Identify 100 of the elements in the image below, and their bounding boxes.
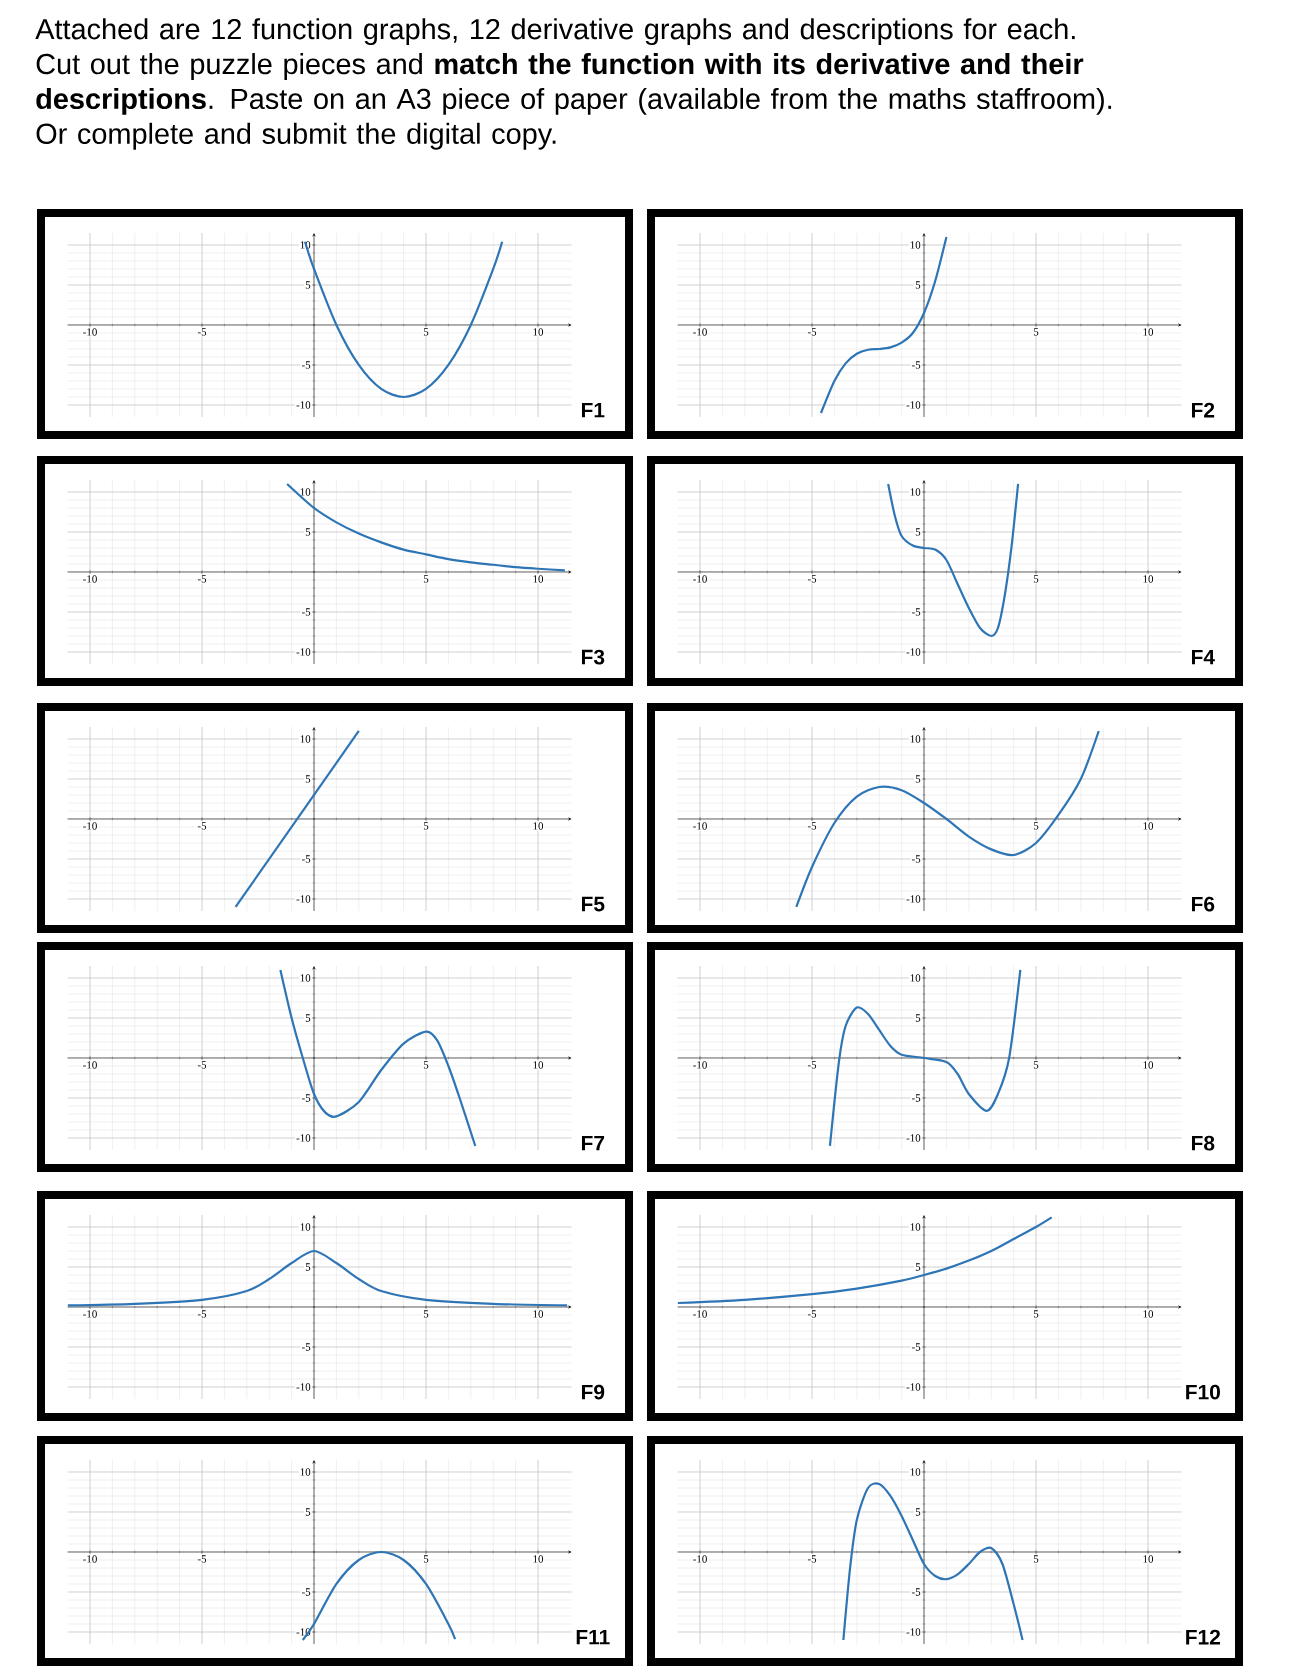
y-tick-label: 10 <box>910 1468 921 1476</box>
line-series <box>828 968 1022 1148</box>
y-tick-label: 5 <box>305 1014 311 1022</box>
text: F10 <box>1186 1384 1220 1400</box>
x-tick-label: -10 <box>83 1310 97 1318</box>
x-tick-label: 5 <box>1033 1555 1039 1563</box>
line-series <box>677 1216 1053 1305</box>
x-tick-label: -5 <box>197 822 207 830</box>
y-tick-label: -10 <box>296 648 311 656</box>
y-tick-label: 10 <box>300 1223 311 1231</box>
y-tick-label: -5 <box>301 1343 311 1351</box>
x-tick-label: -5 <box>197 328 207 336</box>
x-tick-label: -5 <box>807 1555 817 1563</box>
x-tick-label: -10 <box>83 328 97 336</box>
x-tick-label: -5 <box>807 1061 817 1069</box>
text: F6 <box>1191 896 1215 912</box>
x-tick-label: -10 <box>693 1061 707 1069</box>
line-series <box>887 482 1020 638</box>
y-tick-label: -10 <box>906 648 921 656</box>
x-tick-label: 10 <box>1143 822 1154 830</box>
y-tick-label: 5 <box>305 1508 311 1516</box>
y-tick-label: 10 <box>910 735 921 743</box>
text: F11 <box>576 1629 610 1645</box>
y-tick-label: 10 <box>910 1223 921 1231</box>
x-tick-label: -5 <box>197 1310 207 1318</box>
y-tick-label: -5 <box>911 855 921 863</box>
x-tick-label: -5 <box>197 575 207 583</box>
line-series <box>819 235 948 415</box>
y-tick-label: 5 <box>915 528 921 536</box>
x-tick-label: -5 <box>807 575 817 583</box>
y-tick-label: 5 <box>915 1508 921 1516</box>
text: F5 <box>581 896 605 912</box>
y-tick-label: 10 <box>300 488 311 496</box>
x-tick-label: -10 <box>83 1555 97 1563</box>
y-tick-label: -10 <box>906 1134 921 1142</box>
y-tick-label: 5 <box>305 281 311 289</box>
x-tick-label: -10 <box>693 822 707 830</box>
y-tick-label: -10 <box>906 1383 921 1391</box>
text: F12 <box>1186 1629 1220 1645</box>
x-tick-label: -10 <box>693 1310 707 1318</box>
y-tick-label: -10 <box>906 1628 921 1636</box>
x-tick-label: 10 <box>1143 1061 1154 1069</box>
x-tick-label: -5 <box>197 1555 207 1563</box>
y-tick-label: 10 <box>910 241 921 249</box>
x-tick-label: 10 <box>533 1310 544 1318</box>
text: F7 <box>581 1135 605 1151</box>
y-tick-label: 10 <box>300 735 311 743</box>
x-tick-label: 5 <box>423 575 429 583</box>
x-tick-label: 5 <box>1033 328 1039 336</box>
y-tick-label: -10 <box>906 401 921 409</box>
text: F9 <box>581 1384 605 1400</box>
y-tick-label: 5 <box>305 1263 311 1271</box>
text: F1 <box>581 402 605 418</box>
y-tick-label: -5 <box>911 1343 921 1351</box>
x-tick-label: 10 <box>1143 575 1154 583</box>
line-series <box>286 482 566 572</box>
x-tick-label: -5 <box>807 328 817 336</box>
y-tick-label: -5 <box>911 361 921 369</box>
x-tick-label: -10 <box>83 1061 97 1069</box>
y-tick-label: -5 <box>301 1588 311 1596</box>
y-tick-label: -10 <box>296 895 311 903</box>
text: Attached are 12 function graphs, 12 derivative graphs and descriptions for each. Cut out the puzzle pieces and match the function with its derivative and their descriptions. Paste on an A3 piece of paper (available from the maths staffroom). Or complete and submit the digital copy. <box>35 18 1112 150</box>
text: F8 <box>1191 1135 1215 1151</box>
y-tick-label: 5 <box>915 1263 921 1271</box>
x-tick-label: 10 <box>1143 1310 1154 1318</box>
x-tick-label: 5 <box>1033 575 1039 583</box>
x-tick-label: -10 <box>83 822 97 830</box>
x-tick-label: -10 <box>83 575 97 583</box>
y-tick-label: -5 <box>911 1588 921 1596</box>
x-tick-label: 5 <box>423 1061 429 1069</box>
x-tick-label: -10 <box>693 328 707 336</box>
x-tick-label: 10 <box>533 1555 544 1563</box>
line-series <box>279 968 477 1148</box>
x-tick-label: -5 <box>197 1061 207 1069</box>
y-tick-label: 5 <box>305 528 311 536</box>
text: F3 <box>581 649 605 665</box>
y-tick-label: -10 <box>906 895 921 903</box>
x-tick-label: 10 <box>533 328 544 336</box>
y-tick-label: -10 <box>296 1134 311 1142</box>
y-tick-label: -5 <box>911 608 921 616</box>
y-tick-label: 5 <box>915 281 921 289</box>
line-series <box>795 729 1100 909</box>
x-tick-label: -5 <box>807 822 817 830</box>
y-tick-label: 10 <box>300 1468 311 1476</box>
y-tick-label: -10 <box>296 401 311 409</box>
y-tick-label: -5 <box>301 1094 311 1102</box>
x-tick-label: 5 <box>1033 1061 1039 1069</box>
x-tick-label: 10 <box>533 575 544 583</box>
y-tick-label: 5 <box>915 775 921 783</box>
y-tick-label: 10 <box>910 974 921 982</box>
y-tick-label: -10 <box>296 1383 311 1391</box>
y-tick-label: 10 <box>300 974 311 982</box>
line-series <box>303 240 504 399</box>
line-series <box>842 1482 1024 1642</box>
x-tick-label: -10 <box>693 1555 707 1563</box>
x-tick-label: -10 <box>693 575 707 583</box>
x-tick-label: -5 <box>807 1310 817 1318</box>
y-tick-label: -5 <box>911 1094 921 1102</box>
x-tick-label: 5 <box>423 328 429 336</box>
y-tick-label: -5 <box>301 608 311 616</box>
